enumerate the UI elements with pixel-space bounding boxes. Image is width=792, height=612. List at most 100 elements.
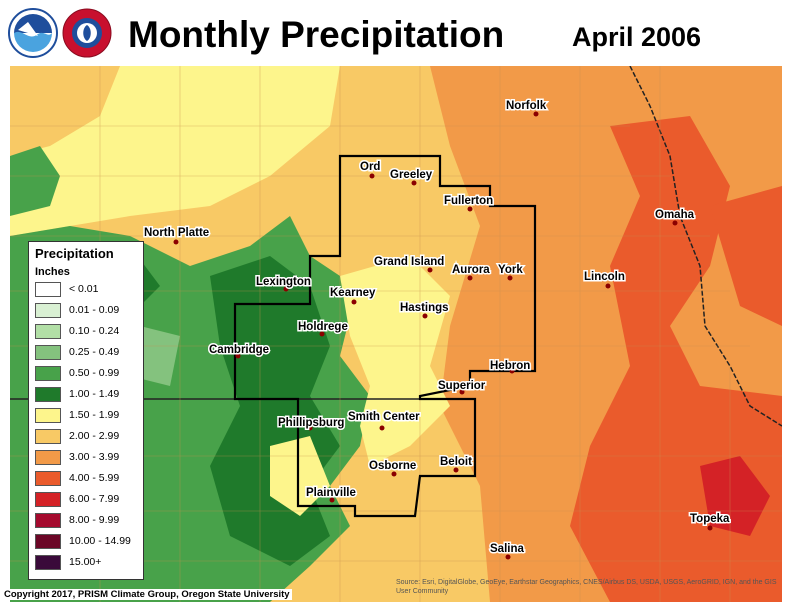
city-dot-beloit — [453, 467, 459, 473]
legend-label: 0.50 - 0.99 — [69, 367, 120, 379]
city-dot-norfolk — [533, 111, 539, 117]
city-label-hastings: Hastings — [400, 302, 449, 314]
city-dot-lincoln — [605, 283, 611, 289]
city-dot-phillipsburg — [307, 425, 313, 431]
legend-label: 6.00 - 7.99 — [69, 493, 120, 505]
page-title: Monthly Precipitation — [128, 14, 505, 55]
city-dot-holdrege — [319, 331, 325, 337]
legend-item: 0.10 - 0.24 — [35, 324, 143, 340]
precip-zone-tan-nw — [10, 66, 120, 156]
copyright-text: Copyright 2017, PRISM Climate Group, Ore… — [2, 589, 292, 600]
legend-label: 8.00 - 9.99 — [69, 514, 120, 526]
city-label-north-platte: North Platte — [144, 227, 209, 239]
legend-item: 8.00 - 9.99 — [35, 513, 143, 529]
legend-label: 0.10 - 0.24 — [69, 325, 120, 337]
legend-label: 2.00 - 2.99 — [69, 430, 120, 442]
legend-label: 10.00 - 14.99 — [69, 535, 131, 547]
city-label-ord: Ord — [360, 161, 380, 173]
legend-label: 1.50 - 1.99 — [69, 409, 120, 421]
legend-item: 15.00+ — [35, 555, 143, 571]
legend-swatch — [35, 366, 61, 381]
header: Monthly Precipitation April 2006 — [0, 0, 792, 66]
city-dot-york — [507, 275, 513, 281]
city-dot-hebron — [509, 368, 515, 374]
city-label-beloit: Beloit — [440, 456, 472, 468]
legend-item: 0.25 - 0.49 — [35, 345, 143, 361]
legend-swatch — [35, 324, 61, 339]
city-label-holdrege: Holdrege — [298, 321, 348, 333]
city-dot-fullerton — [467, 206, 473, 212]
city-dot-greeley — [411, 180, 417, 186]
city-label-smith-center: Smith Center — [348, 411, 420, 423]
city-dot-grand-island — [427, 267, 433, 273]
city-label-cambridge: Cambridge — [209, 344, 269, 356]
source-credit: Source: Esri, DigitalGlobe, GeoEye, Eart… — [396, 579, 777, 595]
city-dot-smith-center — [379, 425, 385, 431]
legend-swatch — [35, 492, 61, 507]
city-label-greeley: Greeley — [390, 169, 433, 181]
city-label-grand-island: Grand Island — [374, 256, 444, 268]
precip-zone-yellow-central — [340, 256, 450, 466]
legend-item: 0.01 - 0.09 — [35, 303, 143, 319]
city-dot-ord — [369, 173, 375, 179]
legend-swatch — [35, 303, 61, 318]
city-label-aurora: Aurora — [452, 264, 490, 276]
city-dot-north-platte — [173, 239, 179, 245]
city-label-lexington: Lexington — [256, 276, 311, 288]
city-dot-kearney — [351, 299, 357, 305]
legend-swatch — [35, 513, 61, 528]
legend-item: 1.00 - 1.49 — [35, 387, 143, 403]
city-markers: Norfolk Ord Greeley Fullerton Omaha Nort… — [143, 99, 732, 560]
city-dot-cambridge — [235, 353, 241, 359]
forecast-area-outline — [233, 154, 537, 518]
legend-label: 0.25 - 0.49 — [69, 346, 120, 358]
city-dot-superior — [459, 389, 465, 395]
legend-item: 6.00 - 7.99 — [35, 492, 143, 508]
city-dot-topeka — [707, 525, 713, 531]
legend-swatch — [35, 555, 61, 570]
legend-item: 3.00 - 3.99 — [35, 450, 143, 466]
city-label-topeka: Topeka — [690, 513, 730, 525]
noaa-logo-icon — [8, 8, 58, 58]
legend-swatch — [35, 387, 61, 402]
legend-title: Precipitation — [35, 246, 114, 261]
city-dot-hastings — [422, 313, 428, 319]
legend-swatch — [35, 471, 61, 486]
legend-item: < 0.01 — [35, 282, 143, 298]
legend-swatch — [35, 408, 61, 423]
legend-swatch — [35, 429, 61, 444]
city-label-lincoln: Lincoln — [584, 271, 625, 283]
city-dot-omaha — [672, 220, 678, 226]
city-label-phillipsburg: Phillipsburg — [278, 417, 344, 429]
river-border — [629, 66, 782, 427]
legend-label: 0.01 - 0.09 — [69, 304, 120, 316]
city-dot-aurora — [467, 275, 473, 281]
city-label-kearney: Kearney — [330, 287, 376, 299]
legend-label: 1.00 - 1.49 — [69, 388, 120, 400]
legend-label: 15.00+ — [69, 556, 102, 568]
legend-item: 1.50 - 1.99 — [35, 408, 143, 424]
city-dot-salina — [505, 554, 511, 560]
city-label-hebron: Hebron — [490, 360, 530, 372]
legend-unit: Inches — [35, 266, 70, 278]
city-label-plainville: Plainville — [306, 487, 356, 499]
legend-label: 3.00 - 3.99 — [69, 451, 120, 463]
page-subtitle: April 2006 — [572, 22, 702, 52]
city-dot-osborne — [391, 471, 397, 477]
city-label-fullerton: Fullerton — [444, 195, 493, 207]
city-label-superior: Superior — [438, 380, 486, 392]
legend-swatch — [35, 282, 61, 297]
city-label-omaha: Omaha — [655, 209, 695, 221]
legend-swatch — [35, 450, 61, 465]
legend-swatch — [35, 345, 61, 360]
precip-zone-green-nw — [10, 146, 60, 216]
city-label-york: York — [498, 264, 523, 276]
city-label-salina: Salina — [490, 543, 524, 555]
legend-item: 4.00 - 5.99 — [35, 471, 143, 487]
precip-zone-darkred — [700, 456, 770, 536]
legend-label: < 0.01 — [69, 283, 99, 295]
city-dot-plainville — [329, 497, 335, 503]
legend-label: 4.00 - 5.99 — [69, 472, 120, 484]
city-label-norfolk: Norfolk — [506, 100, 547, 112]
legend-item: 2.00 - 2.99 — [35, 429, 143, 445]
